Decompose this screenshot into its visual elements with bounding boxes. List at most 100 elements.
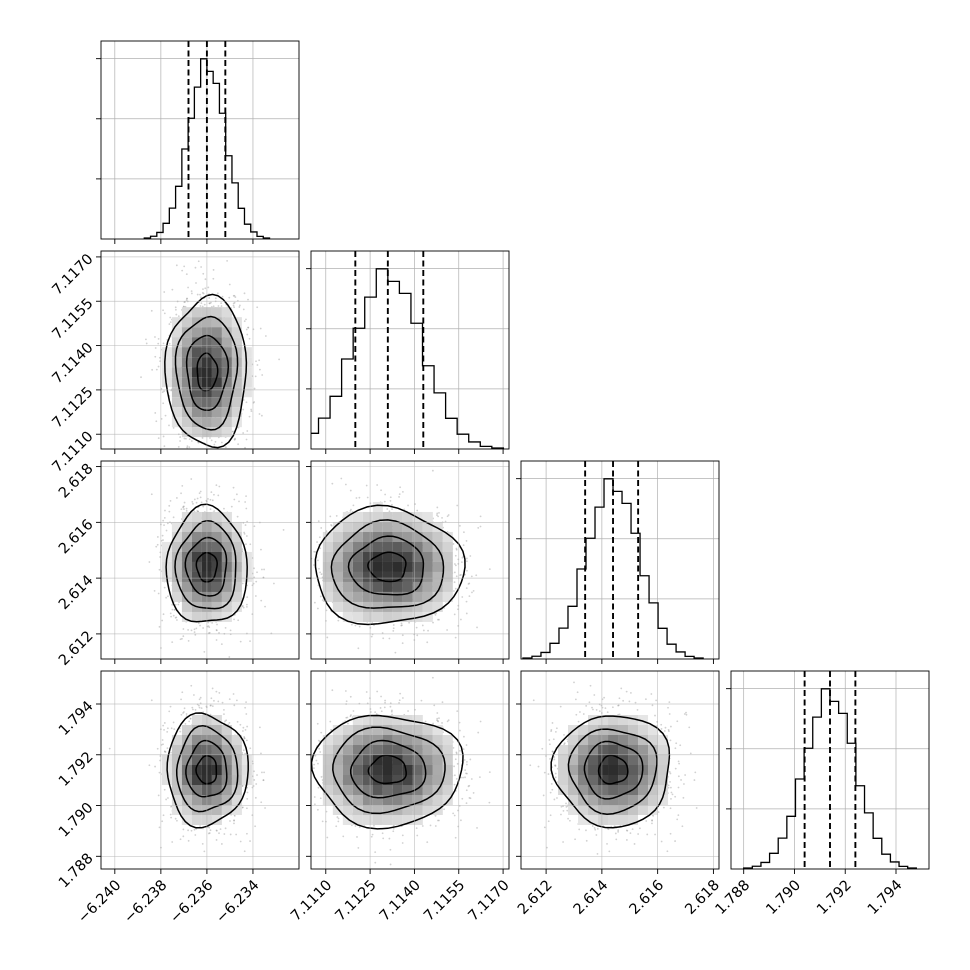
density-cell bbox=[342, 521, 353, 532]
sample-point bbox=[210, 467, 212, 469]
sample-point bbox=[168, 323, 171, 325]
sample-point bbox=[182, 628, 185, 630]
density-cell bbox=[231, 417, 242, 428]
sample-point bbox=[196, 497, 199, 500]
sample-point bbox=[243, 320, 246, 323]
density-cell bbox=[362, 581, 373, 592]
sample-point bbox=[234, 296, 237, 298]
sample-point bbox=[204, 278, 207, 281]
sample-point bbox=[253, 401, 255, 403]
sample-point bbox=[195, 627, 198, 630]
density-panel-3-0: −6.240−6.238−6.236−6.2341.7881.7901.7921… bbox=[56, 670, 300, 927]
density-cell bbox=[432, 591, 443, 602]
density-cell bbox=[442, 531, 453, 542]
density-cell bbox=[171, 541, 182, 552]
contour-level-3 bbox=[174, 315, 239, 431]
sample-point bbox=[193, 628, 196, 631]
density-cell bbox=[221, 387, 232, 398]
density-cell bbox=[322, 561, 333, 572]
sample-point bbox=[182, 505, 185, 508]
sample-point bbox=[461, 556, 464, 559]
sample-point bbox=[394, 651, 397, 654]
sample-point bbox=[171, 641, 174, 644]
density-cell bbox=[161, 347, 172, 358]
sample-point bbox=[300, 591, 302, 593]
sample-point bbox=[211, 705, 214, 708]
sample-point bbox=[213, 443, 216, 446]
density-cell bbox=[432, 601, 443, 612]
sample-point bbox=[157, 342, 160, 345]
density-cell bbox=[221, 377, 232, 388]
sample-point bbox=[216, 623, 218, 626]
sample-point bbox=[453, 581, 456, 584]
sample-point bbox=[254, 595, 257, 597]
sample-point bbox=[436, 506, 439, 509]
density-cell bbox=[352, 551, 363, 562]
sample-point bbox=[207, 286, 210, 289]
density-cell bbox=[422, 511, 433, 522]
sample-point bbox=[383, 500, 386, 503]
density-cell bbox=[211, 541, 222, 552]
sample-point bbox=[220, 441, 223, 444]
sample-point bbox=[212, 277, 215, 280]
sample-point bbox=[431, 469, 434, 472]
sample-point bbox=[236, 515, 239, 518]
density-cell bbox=[382, 541, 393, 552]
sample-point bbox=[190, 629, 193, 632]
sample-point bbox=[330, 524, 332, 526]
sample-point bbox=[174, 308, 177, 311]
sample-point bbox=[197, 260, 200, 263]
sample-point bbox=[238, 500, 240, 503]
sample-point bbox=[248, 337, 251, 340]
density-cell bbox=[332, 601, 343, 612]
density-cell bbox=[332, 561, 343, 572]
sample-point bbox=[254, 375, 257, 378]
sample-point bbox=[272, 558, 274, 560]
sample-point bbox=[154, 336, 156, 338]
sample-point bbox=[163, 445, 166, 448]
density-cell bbox=[342, 541, 353, 552]
sample-point bbox=[207, 470, 209, 472]
density-cell bbox=[211, 511, 222, 522]
sample-point bbox=[190, 476, 192, 478]
sample-point bbox=[175, 497, 178, 499]
sample-point bbox=[232, 304, 235, 307]
density-cell bbox=[231, 387, 242, 398]
sample-point bbox=[313, 550, 316, 553]
sample-point bbox=[326, 636, 329, 639]
contour-level-1 bbox=[367, 551, 407, 583]
sample-point bbox=[239, 640, 242, 643]
sample-point bbox=[453, 571, 456, 574]
sample-point bbox=[218, 485, 221, 488]
sample-point bbox=[305, 582, 307, 584]
sample-point bbox=[150, 493, 153, 496]
density-cell bbox=[372, 601, 383, 612]
density-cell bbox=[191, 327, 202, 338]
density-cell bbox=[332, 521, 343, 532]
sample-point bbox=[163, 291, 166, 293]
density-cell bbox=[221, 317, 232, 328]
sample-point bbox=[172, 426, 175, 429]
sample-point bbox=[209, 508, 212, 511]
density-cell bbox=[171, 397, 182, 408]
sample-point bbox=[462, 544, 465, 547]
sample-point bbox=[242, 308, 245, 311]
sample-point bbox=[256, 364, 259, 366]
sample-point bbox=[467, 583, 470, 585]
sample-point bbox=[188, 438, 191, 441]
sample-point bbox=[179, 440, 181, 442]
sample-point bbox=[209, 498, 212, 501]
sample-point bbox=[358, 625, 361, 628]
sample-point bbox=[161, 391, 164, 394]
sample-point bbox=[465, 587, 468, 590]
density-cell bbox=[332, 531, 343, 542]
density-cell bbox=[171, 591, 182, 602]
sample-point bbox=[388, 637, 391, 640]
sample-point bbox=[401, 642, 404, 645]
density-cell bbox=[181, 541, 192, 552]
sample-point bbox=[230, 505, 233, 508]
sample-point bbox=[390, 665, 392, 667]
density-cell bbox=[211, 307, 222, 318]
density-cell bbox=[211, 591, 222, 602]
